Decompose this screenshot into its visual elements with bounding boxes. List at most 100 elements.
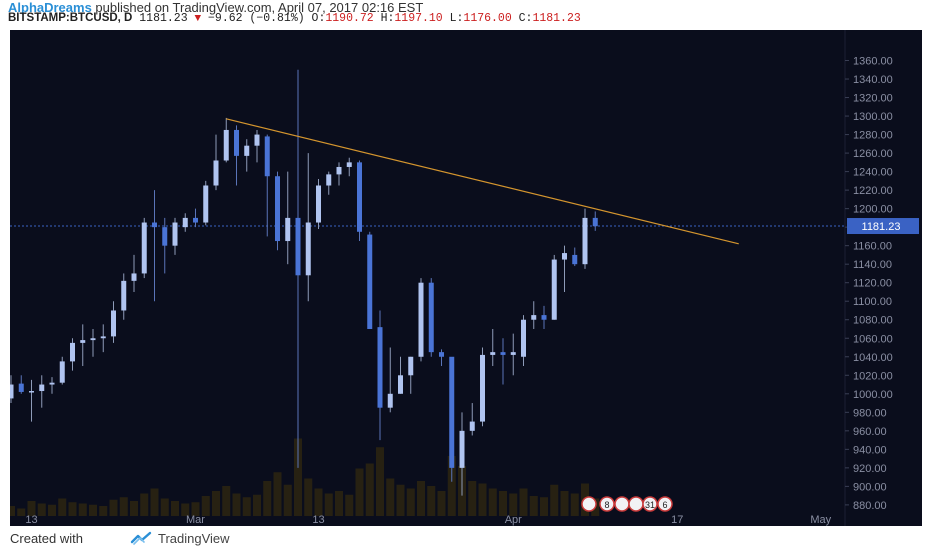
volume-bar [417,481,425,516]
volume-bar [273,472,282,516]
volume-bar [427,486,436,516]
candle-body [439,352,444,357]
candle-body [500,352,506,355]
y-tick-label: 1000.00 [853,389,893,401]
volume-bar [140,493,149,516]
volume-bar [396,484,405,516]
event-badge [581,496,597,512]
price-change: −9.62 (−0.81%) [208,12,305,25]
x-tick-label: May [810,514,831,526]
candle-body [305,222,311,276]
volume-bar [294,438,302,516]
high-label: H: [380,12,395,25]
candle-body [193,217,198,223]
candle-body [162,227,168,246]
down-arrow-icon: ▼ [194,13,202,25]
y-tick-label: 1240.00 [853,167,893,179]
volume-bar [365,463,374,516]
last-price-label: 1181.23 [862,221,901,233]
volume-bar [570,493,579,516]
y-tick-label: 1300.00 [853,111,893,123]
volume-bar [89,504,97,516]
candle-body [10,384,14,399]
volume-bar [171,501,179,516]
open-value: 1190.72 [325,12,374,25]
event-badge-label: 8 [604,500,609,510]
x-tick-label: Apr [505,514,522,526]
candle-body [449,356,455,468]
volume-bar [529,496,538,516]
volume-bar [488,488,497,516]
candle-body [234,129,239,156]
candle-body [562,253,567,260]
candle-body [121,280,127,311]
volume-bar [201,496,210,516]
y-tick-label: 940.00 [853,444,887,456]
volume-bar [37,503,46,516]
candle-body [29,391,34,393]
volume-bar [304,478,313,516]
chart-header: AlphaDreams published on TradingView.com… [0,0,932,30]
candle-body [367,234,373,329]
y-tick-label: 1120.00 [853,278,892,290]
volume-bar [447,456,456,516]
candle-body [592,217,598,227]
candle-body [152,222,157,228]
y-tick-label: 1060.00 [853,333,893,345]
last-price-box [847,218,919,235]
symbol-label[interactable]: BITSTAMP:BTCUSD, D [8,12,133,24]
volume-bar [550,484,559,516]
volume-bar [130,501,138,516]
author-link[interactable]: AlphaDreams [8,0,92,15]
price-chart[interactable]: 880.00 900.00 920.00 940.00 960.00 980.00 1000… [10,30,922,526]
volume-bar [540,497,548,516]
y-tick-label: 1280.00 [853,130,893,142]
y-tick-label: 1080.00 [853,315,893,327]
volume-bar [468,481,477,516]
x-tick-label: 13 [312,514,324,526]
volume-bar [253,494,261,516]
y-tick-label: 880.00 [853,500,887,512]
candle-body [408,356,414,376]
candle-body [90,338,96,341]
y-tick-label: 1020.00 [853,370,893,382]
low-label: L: [449,12,464,25]
volume-bar [406,488,415,516]
candle-body [49,382,55,385]
volume-bar [222,486,231,516]
close-value: 1181.23 [532,12,581,25]
candle-body [39,384,45,392]
candle-body [70,342,75,362]
created-with-text: Created with [10,531,83,546]
y-tick-label: 1320.00 [853,93,893,105]
high-value: 1197.10 [394,12,443,25]
candle-body [490,352,496,355]
volume-bar [27,501,36,516]
candle-body [18,383,24,392]
candle-body [459,430,465,468]
volume-bar [232,493,241,516]
y-tick-label: 960.00 [853,426,887,438]
event-badge-label: 6 [662,500,667,510]
volume-bar [499,491,507,516]
candle-body [418,282,424,357]
candle-body [285,217,291,242]
candle-body [316,185,321,223]
candle-body [469,421,475,431]
candle-body [59,361,65,383]
volume-bar [314,488,323,516]
candle-body [336,166,342,175]
volume-bar [78,503,87,516]
candle-body [295,217,301,276]
tradingview-brand[interactable]: TradingView [158,531,230,546]
candle-body [111,310,116,337]
volume-bar [437,491,446,516]
candle-body [531,315,537,320]
volume-bar [345,494,354,516]
candle-body [346,162,352,167]
volume-bar [509,493,518,516]
chart-background [10,30,922,526]
event-badge [599,496,615,512]
volume-bar [376,447,384,516]
close-label: C: [518,12,533,25]
